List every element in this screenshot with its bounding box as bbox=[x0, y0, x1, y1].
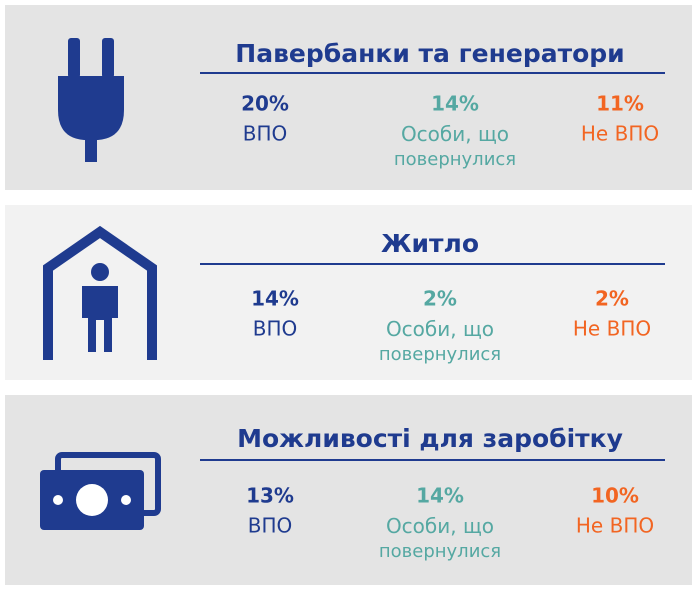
band bbox=[5, 205, 692, 380]
stat-value: 20% bbox=[241, 92, 289, 116]
stat-value: 14% bbox=[416, 484, 464, 508]
stat-value: 14% bbox=[251, 287, 299, 311]
money-icon bbox=[40, 452, 161, 530]
stat-label: Не ВПО bbox=[576, 514, 654, 538]
stat-value: 10% bbox=[591, 484, 639, 508]
stat-value: 13% bbox=[246, 484, 294, 508]
stat-label: Особи, що повернулися bbox=[379, 317, 501, 366]
stat-label: Не ВПО bbox=[581, 122, 659, 146]
stat-value: 2% bbox=[423, 287, 457, 311]
section-title: Житло bbox=[381, 229, 479, 258]
stat-label: Особи, що повернулися bbox=[379, 514, 501, 563]
section-title: Павербанки та генератори bbox=[235, 39, 624, 68]
stat-value: 14% bbox=[431, 92, 479, 116]
stat-value: 2% bbox=[595, 287, 629, 311]
plug-icon bbox=[58, 38, 124, 162]
stat-label: ВПО bbox=[243, 122, 288, 146]
stat-label: Особи, що повернулися bbox=[394, 122, 516, 171]
stat-label: Не ВПО bbox=[573, 317, 651, 341]
section-title: Можливості для заробітку bbox=[237, 424, 623, 453]
stat-label: ВПО bbox=[248, 514, 293, 538]
house-icon bbox=[43, 225, 157, 360]
stat-value: 11% bbox=[596, 92, 644, 116]
stat-label: ВПО bbox=[253, 317, 298, 341]
